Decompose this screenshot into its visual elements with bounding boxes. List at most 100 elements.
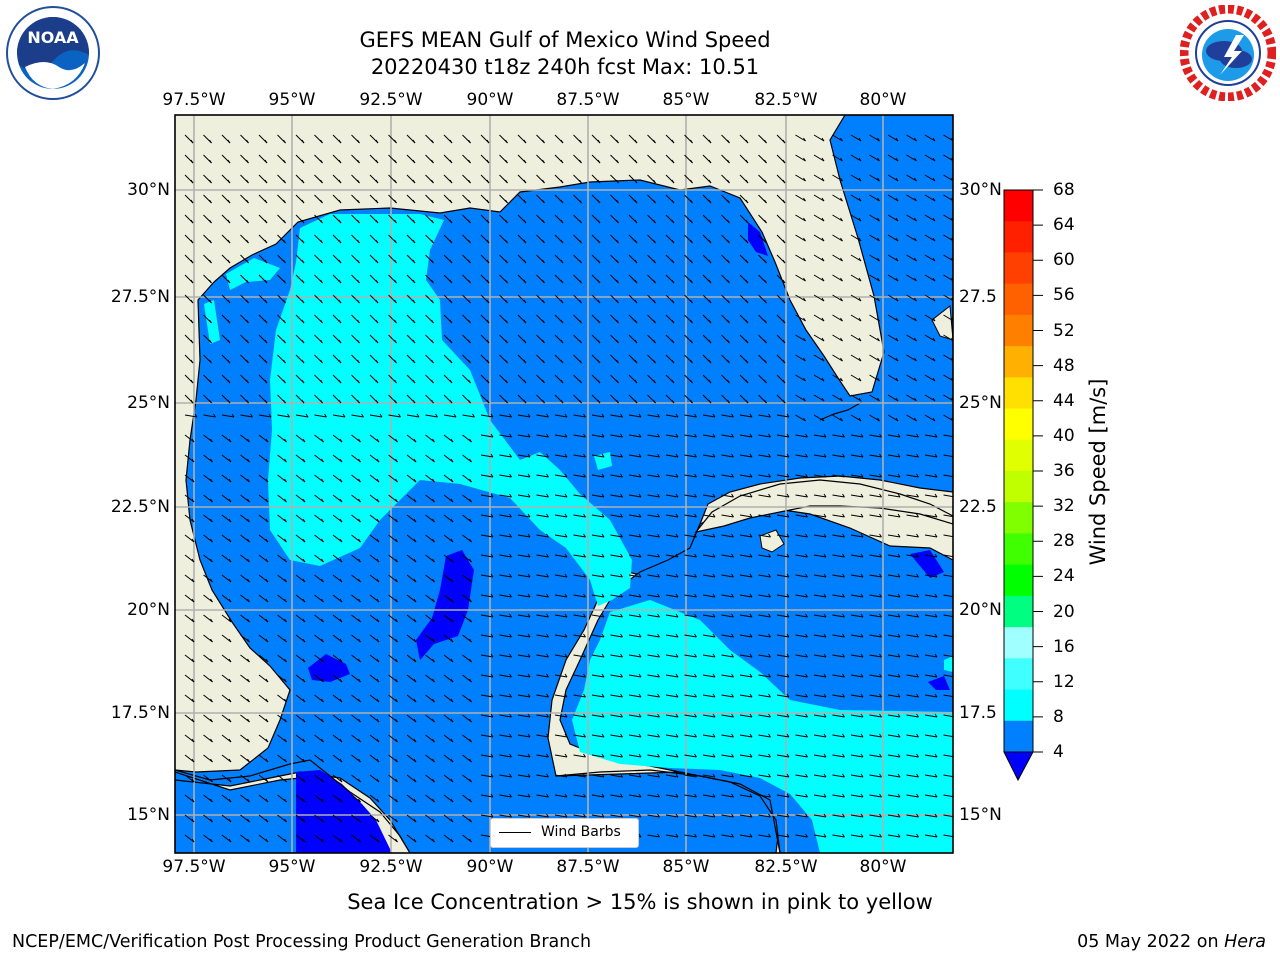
wind-barb [850,814,864,818]
wind-barb-flag [803,277,806,282]
wind-barb [887,834,901,838]
wind-barb [887,134,899,142]
wind-barb-flag [583,613,586,618]
wind-barb [832,374,843,382]
wind-barb-flag [191,518,195,523]
wind-barb-flag [450,838,454,843]
wind-barb-flag [469,518,472,523]
wind-barb [314,454,324,463]
colorbar-tick-label: 20 [1053,601,1075,622]
wind-barb [351,654,361,663]
wind-barb-flag [745,219,749,224]
wind-barb-flag [432,678,435,683]
wind-barb-flag [190,319,194,324]
wind-barb-flag [712,653,716,658]
wind-barb [813,654,827,658]
wind-barb-flag [469,698,472,703]
wind-barb [924,734,938,738]
wind-barb-flag [858,357,862,362]
wind-barb-flag [413,478,417,483]
wind-barb [573,634,586,638]
wind-barb [850,254,862,262]
wind-barb-flag [301,239,305,244]
wind-barb [628,694,642,698]
wind-barb [517,794,531,798]
wind-barb [554,714,568,718]
wind-barb-flag [749,593,753,598]
wind-barb-flag [934,493,938,498]
wind-barb-flag [879,833,882,838]
wind-barb-flag [509,753,512,758]
wind-barb [351,594,361,603]
wind-barb-flag [877,317,880,322]
wind-barb-flag [320,139,323,144]
wind-barb-flag [579,179,582,184]
wind-barb [277,774,287,783]
wind-barb [610,514,623,518]
wind-barb [203,634,213,643]
wind-barb-flag [486,179,490,184]
wind-barb [795,174,806,182]
wind-barb-flag [858,257,862,262]
wind-barb-flag [395,838,398,843]
wind-barb [628,794,642,798]
wind-barb-flag [490,433,494,438]
wind-barb-flag [634,379,638,384]
wind-barb [887,534,901,538]
wind-barb-flag [879,793,882,798]
wind-barb-flag [302,838,306,843]
wind-barb-flag [542,319,545,324]
wind-barb-flag [858,377,862,382]
wind-barb-flag [840,297,843,302]
wind-barb [443,514,454,523]
wind-barb-flag [895,357,899,362]
wind-barb-flag [264,279,268,284]
wind-barb [665,674,679,678]
wind-barb [924,254,936,262]
wind-barb-flag [321,838,324,843]
wind-barb [203,534,213,543]
wind-barb [314,474,324,483]
wind-barb-flag [782,319,786,324]
wind-barb-flag [246,279,249,284]
wind-barb-flag [803,337,806,342]
lat-label-right-4: 22.5 [959,497,997,517]
wind-barb [665,754,679,758]
wind-barb-flag [450,558,454,563]
wind-barb-flag [638,533,642,538]
wind-barb-flag [712,593,716,598]
wind-barb-flag [858,397,862,402]
wind-barb-flag [284,758,287,763]
wind-barb-flag [246,359,249,364]
wind-barb-flag [413,678,417,683]
wind-barb-flag [486,319,490,324]
wind-barb [610,434,623,438]
wind-barb [388,754,398,763]
wind-barb-flag [858,157,862,162]
wind-barb-flag [339,838,343,843]
wind-barb-flag [821,417,825,422]
wind-barb-flag [877,137,880,142]
wind-barb [573,754,586,758]
wind-barb [332,654,343,663]
wind-barb-flag [840,157,843,162]
lon-label-top-6: 85°W [662,90,710,110]
wind-barb-flag [823,593,827,598]
wind-barb-flag [191,838,195,843]
colorbar-tick-label: 44 [1053,390,1075,411]
wind-barb-flag [597,339,601,344]
wind-barb-flag [657,833,660,838]
wind-barb [221,414,235,418]
wind-barb [573,454,586,458]
wind-barb-flag [823,513,827,518]
wind-barb-flag [542,159,545,164]
wind-barb-flag [860,773,864,778]
wind-barb [776,754,790,758]
wind-barb [628,574,642,578]
wind-barb-flag [265,718,269,723]
noaa-logo-text: NOAA [27,28,79,47]
wind-barb-flag [671,219,675,224]
wind-barb [332,714,343,723]
wind-barb [462,554,472,563]
wind-barb [277,554,287,563]
